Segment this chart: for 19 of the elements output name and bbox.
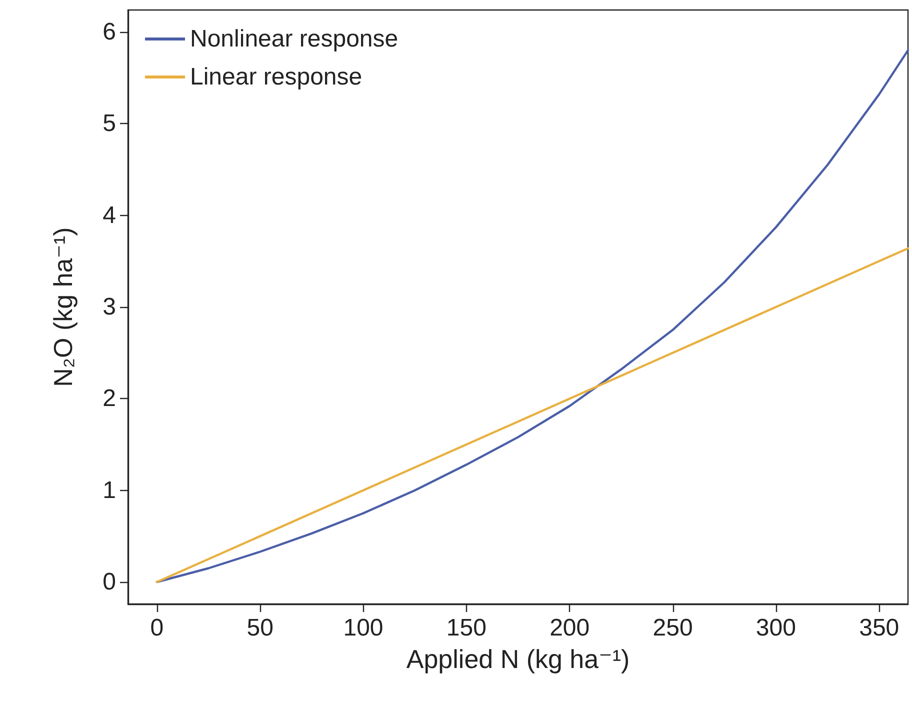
y-tick-label: 0: [102, 568, 116, 596]
y-tick-label: 2: [102, 385, 116, 412]
y-axis-title: N₂O (kg ha⁻¹): [48, 227, 78, 387]
x-tick-label: 300: [756, 614, 796, 642]
x-tick-label: 50: [246, 614, 274, 642]
y-tick-label: 6: [102, 18, 116, 46]
y-tick-label: 1: [102, 476, 116, 504]
x-tick-label: 250: [652, 614, 693, 642]
y-tick-label: 4: [102, 202, 116, 229]
legend-label: Nonlinear response: [190, 26, 398, 52]
x-tick-label: 200: [550, 614, 590, 642]
y-tick-label: 5: [102, 110, 116, 138]
x-tick-label: 100: [343, 614, 384, 642]
x-tick-label: 350: [859, 614, 900, 642]
x-axis-title: Applied N (kg ha⁻¹): [406, 644, 630, 674]
x-tick-label: 150: [446, 614, 486, 642]
y-tick-label: 3: [102, 294, 116, 320]
x-tick-label: 0: [150, 614, 164, 642]
legend-label: Linear response: [190, 64, 362, 90]
